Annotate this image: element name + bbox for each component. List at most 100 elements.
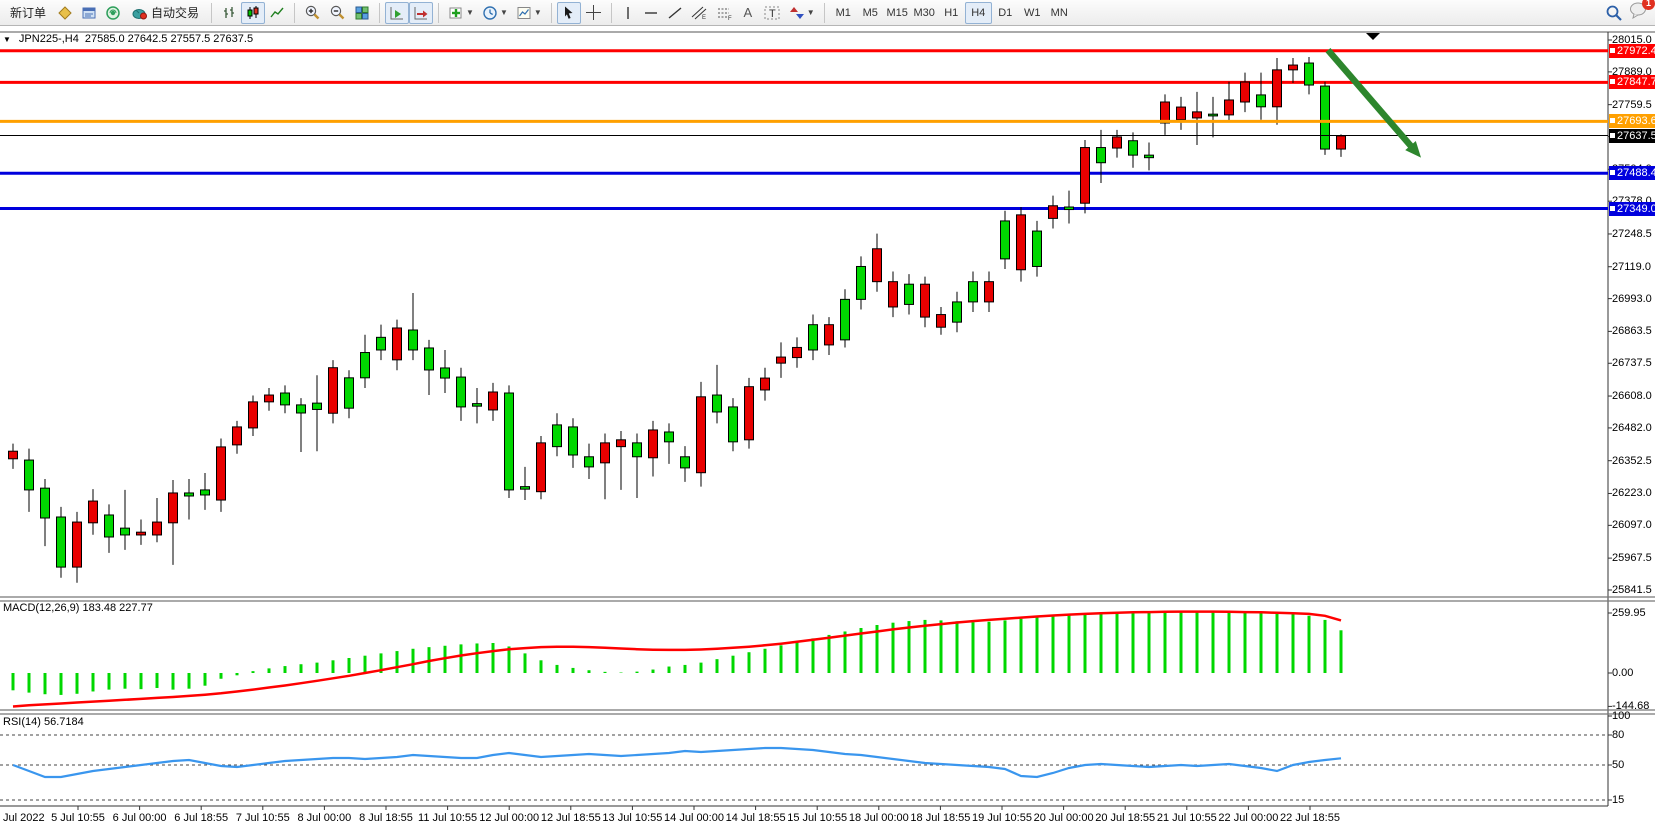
svg-text:T: T [769, 8, 776, 20]
rsi-layer[interactable] [0, 734, 1608, 801]
trendline-tool[interactable] [663, 2, 687, 24]
templates-icon[interactable]: ▼ [512, 2, 546, 24]
candle-body [728, 406, 738, 443]
candle-body [1144, 154, 1154, 159]
tf-m15[interactable]: M15 [886, 6, 908, 19]
indicators-icon[interactable]: ▼ [444, 2, 478, 24]
candle-body [936, 314, 946, 328]
candle-body [56, 516, 66, 568]
tf-m1[interactable]: M1 [835, 6, 851, 19]
auto-trading-label: 自动交易 [151, 6, 200, 20]
candle-body [840, 298, 850, 341]
candle-body [8, 450, 18, 460]
bar-chart-icon[interactable] [217, 2, 241, 24]
price-lines-foreground[interactable] [0, 119, 1608, 137]
candle-body [568, 426, 578, 456]
candle-body [872, 248, 882, 283]
candle-body [744, 386, 754, 441]
candle-body [664, 431, 674, 443]
text-label-tool[interactable]: T [759, 2, 785, 24]
text-tool[interactable]: A [743, 5, 753, 20]
chart-profiles-icon[interactable] [53, 2, 77, 24]
cursor-tool[interactable] [556, 1, 581, 24]
candle-body [136, 531, 146, 536]
zoom-in-icon[interactable] [300, 2, 325, 24]
chart-shift-icon[interactable] [409, 1, 434, 24]
candle-body [536, 442, 546, 493]
candle-body [552, 424, 562, 448]
periods-icon[interactable]: ▼ [478, 2, 512, 24]
candle-body [1160, 101, 1170, 124]
fibonacci-tool[interactable]: F [712, 2, 737, 24]
tf-mn[interactable]: MN [1050, 6, 1068, 19]
candle-body [152, 521, 162, 536]
candle-body [520, 486, 530, 490]
auto-trading-button[interactable]: 自动交易 [125, 2, 206, 24]
candle-body [824, 324, 834, 346]
trend-arrow[interactable] [1325, 47, 1421, 158]
candle-body [472, 403, 482, 407]
auto-trading-icon [132, 5, 148, 21]
tile-windows-icon[interactable] [350, 2, 374, 24]
arrows-tool[interactable]: ▼ [785, 2, 819, 24]
candle-body [440, 367, 450, 379]
candle-body [264, 394, 274, 403]
vertical-line-tool[interactable] [617, 2, 639, 24]
tf-m30[interactable]: M30 [913, 6, 935, 19]
candle-body [280, 392, 290, 406]
new-order-button[interactable]: 新订单 [10, 6, 47, 20]
ohlc-values: 27585.0 27642.5 27557.5 27637.5 [84, 33, 254, 45]
svg-text:E: E [702, 15, 706, 21]
tf-w1[interactable]: W1 [1023, 6, 1041, 19]
candle-body [408, 329, 418, 351]
candle-body [792, 346, 802, 359]
chat-button[interactable]: 1 [1629, 0, 1655, 24]
symbol-label: JPN225-,H4 [18, 33, 79, 45]
candle-body [344, 377, 354, 409]
candle-body [40, 487, 50, 519]
candle-body [1240, 81, 1250, 103]
equidistant-channel-tool[interactable]: E [687, 2, 712, 24]
tf-m5[interactable]: M5 [862, 6, 878, 19]
candle-body [968, 281, 978, 303]
macd-layer[interactable] [11, 610, 1343, 708]
horizontal-line-tool[interactable] [639, 2, 663, 24]
diamond-icon [57, 5, 73, 21]
signals-icon[interactable] [101, 2, 125, 24]
tf-h1[interactable]: H1 [944, 6, 959, 19]
chart-title: ▼ JPN225-,H4 27585.0 27642.5 27557.5 276… [3, 33, 253, 45]
candle-body [1000, 220, 1010, 260]
macd-label: MACD(12,26,9) 183.48 227.77 [3, 602, 153, 614]
price-lines-background[interactable] [0, 49, 1608, 211]
candle-body [392, 327, 402, 361]
candle-body [1032, 230, 1042, 267]
chart-dropdown-icon[interactable]: ▼ [3, 34, 11, 44]
candlestick-chart-icon[interactable] [241, 1, 266, 24]
candle-body [376, 336, 386, 351]
candle-body [1016, 214, 1026, 271]
auto-scroll-icon[interactable] [385, 1, 410, 24]
candle-body [1208, 113, 1218, 117]
candle-body [200, 489, 210, 496]
candle-body [296, 404, 306, 414]
candle-body [1272, 69, 1282, 108]
candle-body [488, 391, 498, 411]
rsi-label: RSI(14) 56.7184 [3, 716, 84, 728]
shift-marker-icon[interactable] [1366, 33, 1380, 40]
candle-body [1320, 85, 1330, 150]
chat-badge: 1 [1642, 0, 1655, 10]
search-icon[interactable] [1605, 4, 1623, 22]
candle-body [424, 347, 434, 371]
tf-h4[interactable]: H4 [964, 1, 992, 24]
zoom-out-icon[interactable] [325, 2, 350, 24]
market-watch-icon[interactable] [77, 2, 101, 24]
candle-body [696, 396, 706, 474]
crosshair-tool[interactable] [581, 2, 606, 24]
candle-body [904, 283, 914, 305]
line-chart-icon[interactable] [265, 2, 289, 24]
svg-text:F: F [728, 16, 732, 21]
tf-d1[interactable]: D1 [998, 6, 1013, 19]
main-toolbar: 新订单 自动交易 ▼ [0, 0, 1655, 26]
